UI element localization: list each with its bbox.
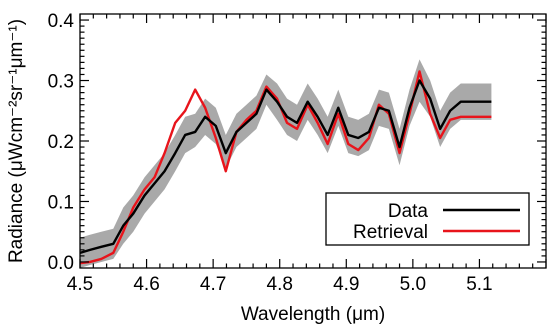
y-tick-label: 0.3 xyxy=(48,72,74,93)
y-tick-label: 0.2 xyxy=(48,132,74,153)
x-tick-label: 5.1 xyxy=(466,274,492,295)
y-tick-label: 0.0 xyxy=(48,253,74,274)
legend-label-data: Data xyxy=(388,201,429,222)
x-tick-label: 4.5 xyxy=(67,274,93,295)
x-tick-label: 4.7 xyxy=(200,274,226,295)
x-axis-title: Wavelength (μm) xyxy=(241,304,385,325)
legend-label-retrieval: Retrieval xyxy=(353,222,428,243)
x-tick-label: 4.9 xyxy=(333,274,359,295)
y-axis-title: Radiance (μWcm⁻²sr⁻¹μm⁻¹) xyxy=(6,19,27,263)
y-tick-label: 0.4 xyxy=(48,11,75,32)
x-tick-label: 4.8 xyxy=(267,274,293,295)
series-group xyxy=(79,70,492,265)
y-axis-ticks: 0.0 0.1 0.2 0.3 0.4 xyxy=(48,11,546,274)
x-tick-label: 4.6 xyxy=(133,274,159,295)
legend-box xyxy=(325,192,530,246)
y-tick-label: 0.1 xyxy=(48,192,74,213)
x-tick-label: 5.0 xyxy=(400,274,426,295)
x-axis-ticks: 4.5 4.6 4.7 4.8 4.9 5.0 5.1 xyxy=(67,14,547,295)
legend: Data Retrieval xyxy=(325,192,530,246)
series-line-data xyxy=(79,79,492,255)
